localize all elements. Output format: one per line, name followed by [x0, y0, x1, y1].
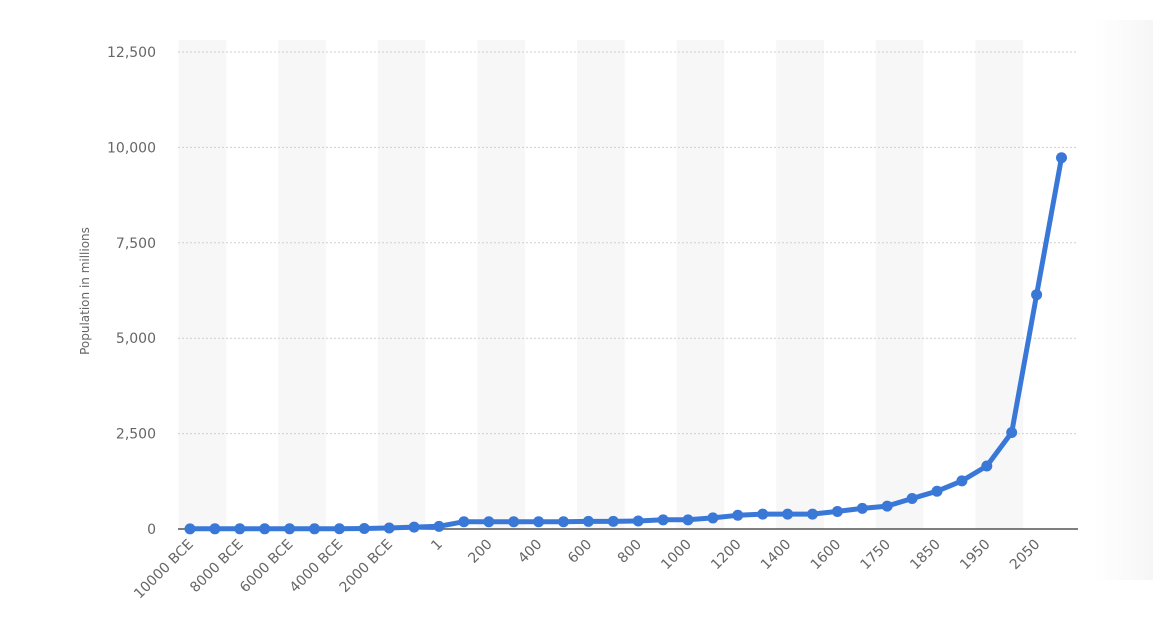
x-tick-label: 1750	[858, 537, 895, 574]
data-point	[881, 500, 893, 512]
data-point	[657, 514, 669, 526]
data-point	[856, 502, 868, 514]
data-point	[284, 523, 296, 535]
x-tick-label: 600	[565, 537, 595, 567]
data-point	[508, 516, 520, 528]
data-point	[956, 475, 968, 487]
data-point	[433, 520, 445, 532]
x-tick-label: 1	[428, 537, 446, 555]
data-point	[782, 508, 794, 520]
data-point	[533, 516, 545, 528]
background-band	[278, 40, 326, 529]
x-tick-label: 1400	[758, 537, 795, 574]
background-band	[477, 40, 526, 529]
background-band	[576, 40, 625, 529]
data-point	[582, 515, 594, 527]
y-tick-label: 0	[147, 522, 156, 538]
x-tick-label: 2050	[1007, 537, 1044, 574]
data-point	[309, 523, 320, 535]
data-point	[1031, 289, 1043, 301]
y-axis-ticks: 0 2,500 5,000 7,500 10,000 12,500	[107, 45, 156, 538]
data-point	[1006, 426, 1018, 438]
background-band	[776, 40, 824, 529]
data-point	[906, 492, 918, 504]
data-point	[682, 514, 694, 526]
y-tick-label: 12,500	[107, 45, 156, 61]
data-point	[981, 460, 993, 472]
data-point	[607, 515, 619, 527]
data-point	[732, 509, 744, 521]
data-point	[234, 523, 246, 535]
background-band	[178, 40, 227, 529]
x-tick-label: 1000	[658, 537, 695, 574]
x-tick-label: 2000 BCE	[337, 537, 396, 596]
data-point	[358, 522, 370, 534]
data-point	[831, 505, 843, 517]
data-point	[757, 508, 769, 520]
y-tick-label: 5,000	[116, 331, 156, 347]
background-band	[975, 40, 1024, 529]
background-band	[377, 40, 426, 529]
data-point	[632, 515, 644, 527]
y-tick-label: 2,500	[116, 427, 156, 443]
x-tick-label: 1950	[957, 537, 994, 574]
data-point	[333, 523, 345, 535]
x-tick-label: 4000 BCE	[287, 537, 346, 596]
data-point	[184, 523, 196, 535]
x-tick-label: 10000 BCE	[131, 537, 197, 603]
x-tick-label: 8000 BCE	[187, 537, 246, 596]
data-point	[209, 523, 221, 535]
y-tick-label: 10,000	[107, 140, 156, 156]
background-bands	[178, 40, 1024, 529]
data-points	[184, 152, 1067, 535]
data-point	[1056, 152, 1067, 164]
y-tick-label: 7,500	[116, 236, 156, 252]
x-tick-label: 6000 BCE	[237, 537, 296, 596]
data-point	[259, 523, 271, 535]
data-point	[458, 516, 470, 528]
data-point	[807, 508, 818, 520]
grid-lines	[178, 51, 1078, 435]
right-edge-fade	[1093, 20, 1153, 580]
x-tick-label: 1200	[708, 537, 745, 574]
background-band	[676, 40, 725, 529]
x-tick-label: 800	[615, 537, 645, 567]
data-point	[483, 516, 495, 528]
background-band	[875, 40, 924, 529]
x-tick-label: 1600	[808, 537, 845, 574]
x-tick-label: 1850	[907, 537, 944, 574]
data-point	[707, 512, 719, 524]
x-tick-label: 200	[465, 537, 495, 567]
data-point	[383, 522, 395, 534]
data-point	[931, 485, 943, 497]
x-tick-label: 400	[515, 537, 545, 567]
data-point	[408, 521, 420, 533]
y-axis-label: Population in millions	[78, 227, 92, 355]
data-point	[558, 516, 569, 528]
